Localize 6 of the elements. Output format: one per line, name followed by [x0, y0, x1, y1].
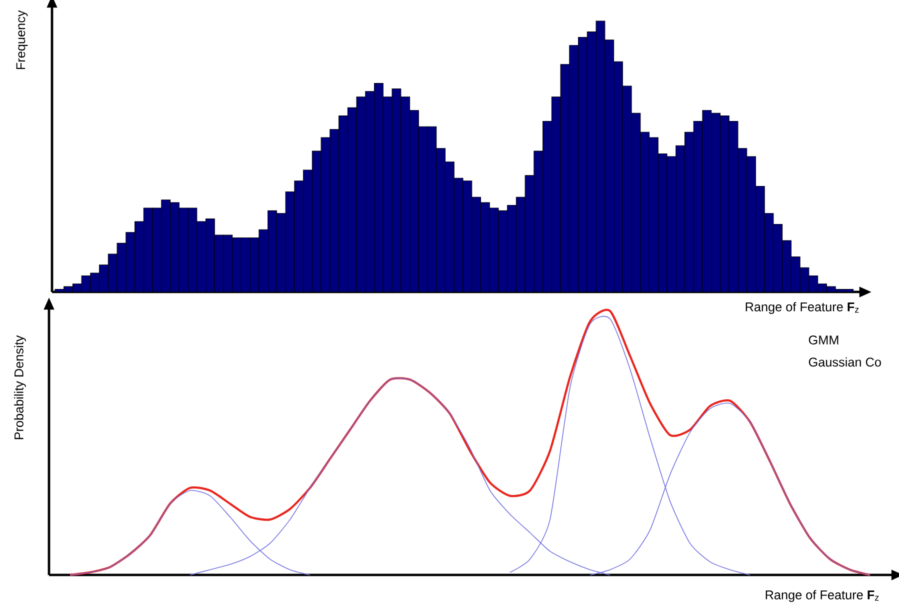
y-axis-title: Frequency — [16, 10, 28, 70]
x-axis-title: Range of Feature F$_{z}$ — [766, 590, 879, 602]
x-axis-title: Range of Feature F$_{z}$ — [746, 302, 859, 314]
annotation: Gaussian Co — [808, 357, 881, 367]
y-axis-title: Probability Density — [14, 335, 26, 440]
annotation: GMM — [808, 336, 838, 344]
